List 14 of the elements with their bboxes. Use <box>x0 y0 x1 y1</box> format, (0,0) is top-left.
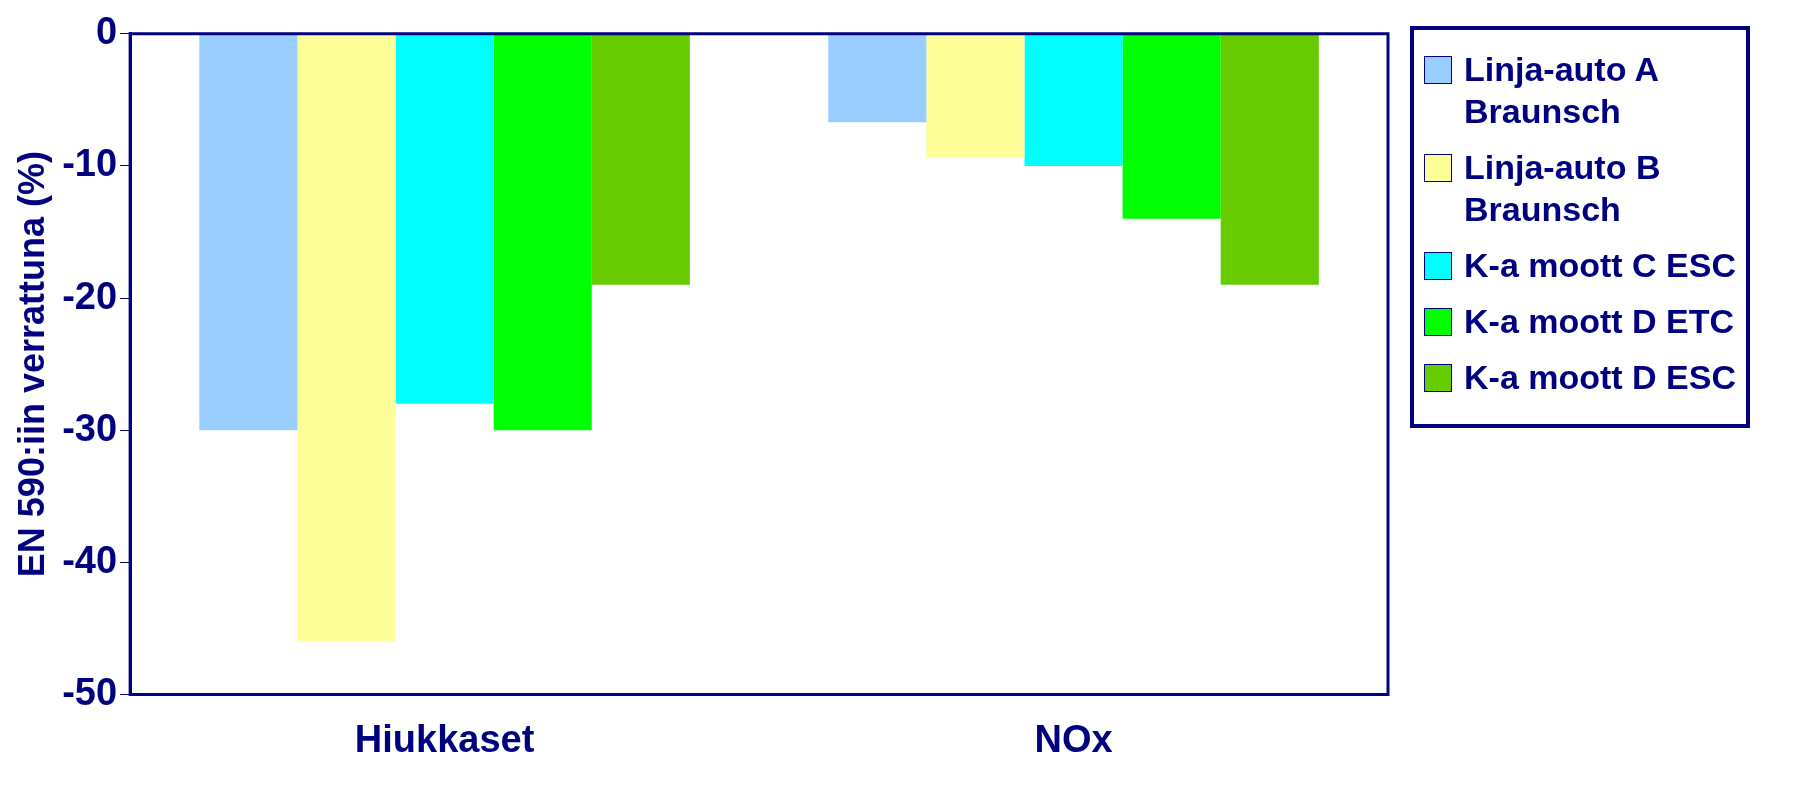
y-tick-label: 0 <box>95 10 118 53</box>
y-axis-title: EN 590:iin verrattuna (%) <box>10 151 52 578</box>
legend-label: K-a moott C ESC <box>1464 245 1736 286</box>
legend-label: K-a moott D ETC <box>1464 301 1735 342</box>
y-tick-label: -20 <box>62 274 118 317</box>
legend-label: Linja-auto B Braunsch <box>1464 147 1662 230</box>
y-tick-label: -30 <box>62 406 118 449</box>
legend-label: K-a moott D ESC <box>1464 357 1736 398</box>
y-tick-label: -10 <box>62 142 118 185</box>
y-tick-label: -40 <box>62 538 118 581</box>
legend-label: Linja-auto A Braunsch <box>1464 49 1659 132</box>
y-tick-label: -50 <box>62 670 118 713</box>
x-tick-label: NOx <box>1034 717 1113 760</box>
x-tick-label: Hiukkaset <box>354 717 535 760</box>
